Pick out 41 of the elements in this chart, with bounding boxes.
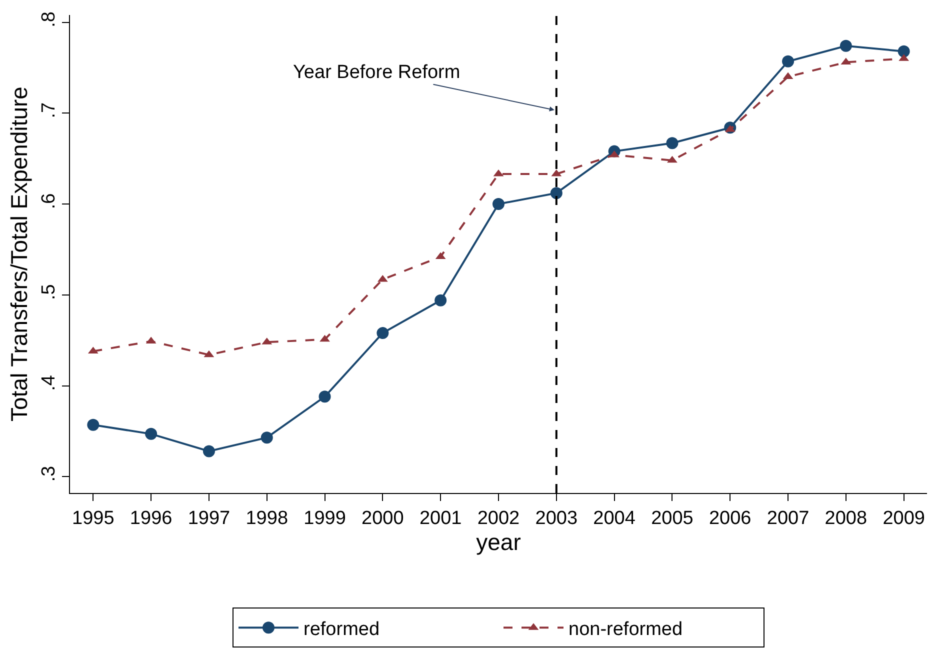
x-tick-label: 2004 (593, 508, 636, 529)
point (87, 418, 100, 431)
y-tick-label: .6 (38, 193, 60, 210)
y-tick-label: .5 (38, 284, 60, 300)
point (260, 432, 273, 444)
y-tick-label: .7 (38, 102, 60, 118)
legend-label: non-reformed (568, 618, 683, 640)
x-tick-label: 1995 (72, 508, 114, 529)
x-tick-label: 2003 (535, 508, 578, 529)
x-tick-label: 2007 (766, 508, 810, 529)
x-tick-label: 2006 (708, 508, 752, 529)
point (492, 198, 504, 210)
x-tick-label: 2000 (362, 508, 404, 529)
x-tick-label: 1997 (188, 508, 230, 529)
point (376, 327, 389, 340)
point (667, 156, 678, 163)
x-tick-label: 1999 (304, 508, 346, 529)
x-tick-label: 2005 (651, 508, 694, 529)
point (434, 294, 447, 306)
point (840, 40, 852, 52)
y-tick-label: .4 (38, 374, 60, 391)
point (318, 390, 331, 403)
point (320, 334, 330, 342)
x-axis-title: year (476, 528, 522, 555)
point (550, 187, 562, 200)
x-tick-label: 2009 (882, 508, 925, 529)
x-tick-label: 2008 (824, 508, 868, 529)
point (202, 445, 215, 458)
point (898, 45, 910, 58)
point (145, 428, 158, 440)
annotation: Year Before Reform (293, 62, 460, 83)
y-tick-label: .3 (38, 466, 60, 482)
legend-label: reformed (304, 618, 380, 640)
point (666, 137, 678, 150)
x-tick-label: 2001 (419, 508, 462, 529)
point (782, 55, 794, 68)
x-tick-label: 2002 (477, 508, 520, 529)
y-tick-label: .8 (38, 11, 60, 28)
x-tick-label: 1996 (130, 508, 172, 529)
y-axis-title: Total Transfers/Total Expenditure (6, 86, 32, 422)
x-tick-label: 1998 (246, 508, 288, 529)
